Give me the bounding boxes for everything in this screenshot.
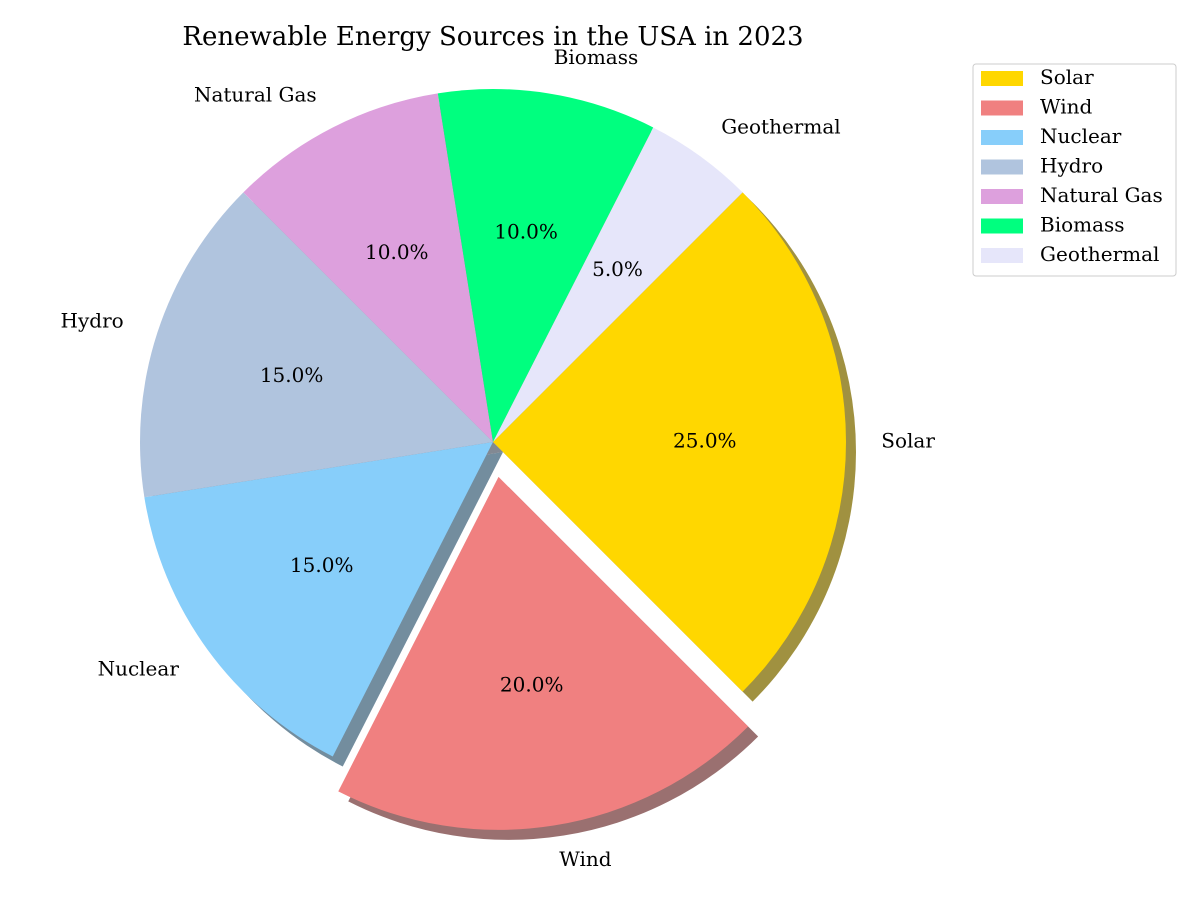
pie-slice-nuclear [144, 442, 493, 757]
legend-label-nuclear: Nuclear [1040, 124, 1122, 148]
legend-label-hydro: Hydro [1040, 154, 1103, 178]
slice-percent-natural-gas: 10.0% [365, 240, 429, 264]
legend-swatch-natural-gas [981, 189, 1023, 204]
legend-swatch-wind [981, 100, 1023, 116]
slice-label-nuclear: Nuclear [98, 657, 180, 681]
pie-slices [140, 89, 847, 830]
legend-label-wind: Wind [1040, 95, 1092, 119]
legend-label-natural-gas: Natural Gas [1040, 183, 1163, 207]
slice-percent-hydro: 15.0% [260, 363, 324, 387]
legend-swatch-geothermal [981, 248, 1023, 263]
legend-label-solar: Solar [1040, 65, 1094, 89]
slice-label-biomass: Biomass [554, 45, 639, 69]
slice-percent-solar: 25.0% [673, 429, 737, 453]
pie-slice-biomass [437, 89, 654, 443]
slice-label-solar: Solar [881, 429, 935, 453]
legend-swatch-biomass [981, 218, 1023, 234]
pie-slice-solar [493, 192, 847, 692]
legend-label-biomass: Biomass [1040, 213, 1125, 237]
legend: Solar Wind Nuclear Hydro Natural Gas Biomass G… [972, 63, 1177, 277]
legend-swatch-hydro [981, 159, 1023, 175]
legend-swatch-nuclear [981, 130, 1023, 145]
slice-label-geothermal: Geothermal [721, 114, 840, 138]
pie-slice-hydro [140, 192, 494, 498]
pie-slice-natural-gas [243, 93, 493, 442]
slice-labels: Solar 25.0% Wind 20.0% Nuclear 15.0% Hydro 15.0… [61, 45, 936, 871]
pie-slice-geothermal [493, 127, 743, 442]
slice-percent-biomass: 10.0% [494, 219, 558, 243]
pie-slice-wind [338, 476, 749, 830]
legend-frame [972, 63, 1177, 277]
slice-percent-nuclear: 15.0% [290, 553, 354, 577]
slice-percent-geothermal: 5.0% [592, 257, 643, 281]
slice-label-hydro: Hydro [61, 309, 124, 333]
legend-label-geothermal: Geothermal [1040, 242, 1159, 266]
slice-label-wind: Wind [559, 847, 611, 871]
slice-label-natural-gas: Natural Gas [194, 83, 317, 107]
slice-percent-wind: 20.0% [500, 673, 564, 697]
chart-title: Renewable Energy Sources in the USA in 2… [182, 22, 803, 52]
legend-swatch-solar [981, 71, 1023, 86]
